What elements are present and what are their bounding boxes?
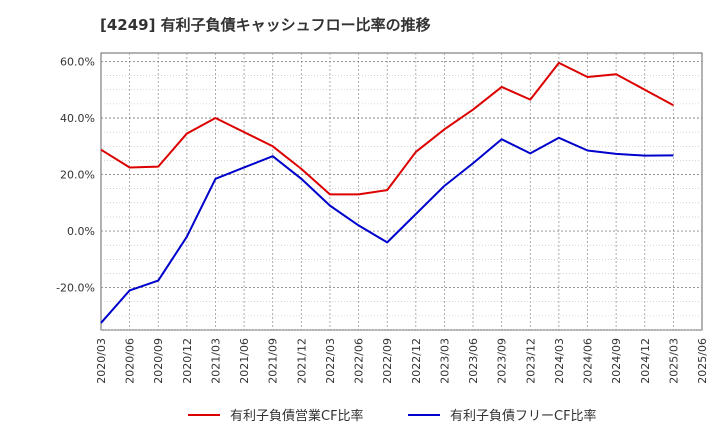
- x-tick-label: 2021/03: [209, 338, 222, 384]
- x-tick-label: 2025/06: [696, 338, 709, 384]
- legend-label-1: 有利子負債営業CF比率: [230, 408, 364, 424]
- x-tick-label: 2024/06: [582, 338, 595, 384]
- x-tick-label: 2022/06: [353, 338, 366, 384]
- y-tick-label: 40.0%: [60, 112, 95, 125]
- x-tick-label: 2024/09: [610, 338, 623, 384]
- grid-lines: [101, 53, 702, 331]
- legend-label-2: 有利子負債フリーCF比率: [450, 408, 597, 424]
- x-tick-label: 2022/12: [410, 338, 423, 384]
- series-line-1: [100, 61, 674, 196]
- x-tick-label: 2021/12: [295, 338, 308, 384]
- x-tick-label: 2020/12: [181, 338, 194, 384]
- y-tick-label: -20.0%: [56, 282, 95, 295]
- x-axis-ticks: 2020/03 2020/06 2020/09 2020/12 2021/03 2021/…: [95, 338, 709, 384]
- plot-area: [100, 52, 703, 331]
- legend: 有利子負債営業CF比率 有利子負債フリーCF比率: [188, 408, 597, 424]
- series-line-2: [100, 136, 674, 324]
- y-tick-label: 0.0%: [67, 225, 95, 238]
- x-tick-label: 2020/03: [95, 338, 108, 384]
- x-tick-label: 2022/03: [324, 338, 337, 384]
- x-tick-label: 2024/03: [553, 338, 566, 384]
- x-tick-label: 2022/09: [381, 338, 394, 384]
- x-tick-label: 2023/09: [496, 338, 509, 384]
- x-tick-label: 2025/03: [667, 338, 680, 384]
- y-tick-label: 60.0%: [60, 55, 95, 68]
- x-tick-label: 2023/12: [524, 338, 537, 384]
- x-tick-label: 2021/09: [267, 338, 280, 384]
- y-axis-ticks: -20.0% 0.0% 20.0% 40.0% 60.0%: [56, 55, 95, 294]
- x-tick-label: 2023/06: [467, 338, 480, 384]
- x-tick-label: 2024/12: [639, 338, 652, 384]
- x-tick-label: 2020/09: [152, 338, 165, 384]
- x-tick-label: 2021/06: [238, 338, 251, 384]
- chart-title: [4249] 有利子負債キャッシュフロー比率の推移: [100, 16, 431, 34]
- x-tick-label: 2020/06: [124, 338, 137, 384]
- x-tick-label: 2023/03: [438, 338, 451, 384]
- series-lines: [100, 61, 674, 324]
- y-tick-label: 20.0%: [60, 169, 95, 182]
